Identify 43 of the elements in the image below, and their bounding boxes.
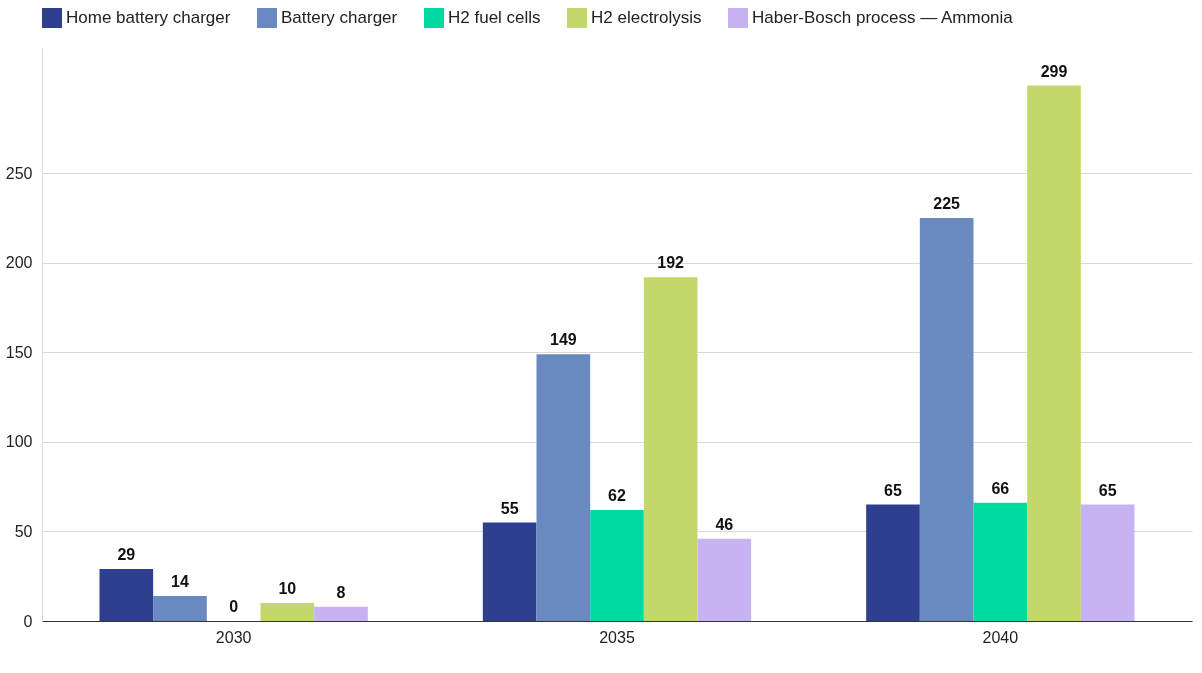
x-tick-label: 2030 [215, 628, 252, 646]
bar [1027, 85, 1081, 621]
data-label: 192 [657, 254, 685, 272]
data-label: 62 [608, 486, 626, 504]
data-label: 8 [336, 583, 346, 601]
bar [99, 569, 154, 621]
data-label: 10 [278, 580, 297, 598]
bar [590, 509, 644, 621]
legend-label: Battery charger [281, 8, 398, 27]
bar [973, 502, 1028, 621]
data-label: 65 [884, 481, 902, 499]
data-label: 65 [1098, 481, 1117, 499]
x-tick-label: 2040 [982, 628, 1019, 646]
y-tick-label: 250 [5, 164, 33, 182]
bar [536, 354, 591, 621]
data-label: 14 [171, 572, 189, 590]
data-label: 46 [715, 515, 734, 533]
bar [643, 277, 698, 621]
data-label: 0 [229, 598, 239, 615]
data-label: 66 [991, 479, 1010, 497]
bar [260, 603, 315, 621]
y-tick-label: 100 [5, 433, 33, 451]
bar [866, 504, 920, 621]
data-label: 225 [933, 195, 961, 213]
y-tick-label: 0 [23, 612, 33, 630]
data-label: 29 [117, 546, 136, 564]
data-label: 55 [500, 499, 519, 517]
bar [1080, 504, 1135, 621]
legend-label: H2 fuel cells [448, 8, 541, 27]
y-tick-label: 150 [5, 343, 33, 361]
bar [314, 606, 368, 621]
data-label: 299 [1040, 62, 1068, 80]
data-label: 149 [549, 331, 577, 349]
bar [697, 538, 752, 621]
bar [919, 218, 974, 621]
bar [482, 522, 537, 621]
x-tick-label: 2035 [599, 628, 635, 646]
y-tick-label: 50 [14, 522, 33, 540]
bar [153, 595, 207, 621]
y-tick-label: 200 [5, 254, 33, 272]
legend-label: Haber-Bosch process — Ammonia [752, 8, 1014, 27]
legend-label: Home battery charger [66, 8, 231, 27]
legend-label: H2 electrolysis [591, 8, 702, 27]
